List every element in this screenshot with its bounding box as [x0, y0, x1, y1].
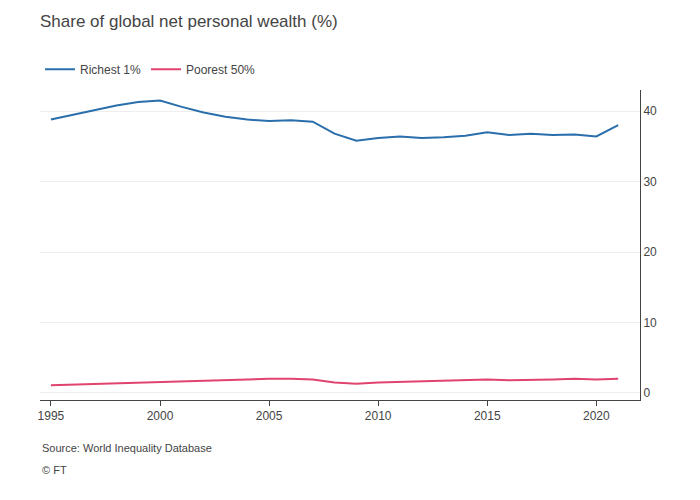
svg-text:2010: 2010 [365, 409, 392, 423]
svg-text:Source: World Inequality Datab: Source: World Inequality Database [42, 442, 212, 454]
svg-text:2005: 2005 [256, 409, 283, 423]
svg-text:Share of global net personal w: Share of global net personal wealth (%) [40, 12, 338, 31]
svg-text:2015: 2015 [474, 409, 501, 423]
svg-text:20: 20 [643, 245, 657, 259]
svg-text:2020: 2020 [583, 409, 610, 423]
svg-text:Richest 1%: Richest 1% [80, 63, 141, 77]
svg-text:0: 0 [643, 386, 650, 400]
svg-text:1995: 1995 [38, 409, 65, 423]
svg-text:2000: 2000 [147, 409, 174, 423]
svg-text:10: 10 [643, 316, 657, 330]
svg-text:Poorest 50%: Poorest 50% [186, 63, 255, 77]
svg-text:30: 30 [643, 175, 657, 189]
svg-text:© FT: © FT [42, 464, 67, 476]
svg-text:40: 40 [643, 104, 657, 118]
